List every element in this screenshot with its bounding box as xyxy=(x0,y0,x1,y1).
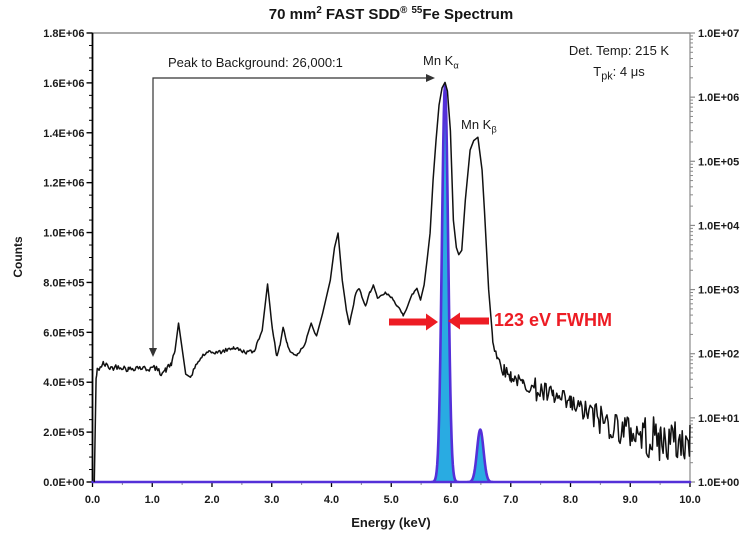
y-left-tick-label: 1.2E+06 xyxy=(43,178,84,190)
fe55-spectrum-line xyxy=(93,81,691,483)
annotation-bracket xyxy=(149,74,435,357)
x-tick-label: 2.0 xyxy=(204,494,219,506)
black-spectrum-curve xyxy=(93,81,691,483)
x-tick-label: 7.0 xyxy=(503,494,518,506)
chart-title: 70 mm2 FAST SDD® 55Fe Spectrum xyxy=(268,5,514,23)
y-right-tick-label: 1.0E+03 xyxy=(698,285,739,297)
y-left-tick-label: 1.6E+06 xyxy=(43,78,84,90)
y-left-tick-label: 4.0E+05 xyxy=(43,377,84,389)
y-left-tick-label: 8.0E+05 xyxy=(43,277,84,289)
y-axis-title: Counts xyxy=(11,236,25,278)
y-right-tick-label: 1.0E+02 xyxy=(698,349,739,361)
mn-kalpha-label: Mn Kα xyxy=(423,53,459,71)
x-tick-label: 1.0 xyxy=(145,494,160,506)
detector-temperature: Det. Temp: 215 K xyxy=(568,43,670,58)
down-arrowhead-icon xyxy=(149,348,157,357)
mn-kbeta-label: Mn Kβ xyxy=(461,117,497,135)
y-left-tick-label: 2.0E+05 xyxy=(43,427,84,439)
x-tick-label: 10.0 xyxy=(679,494,700,506)
x-tick-label: 6.0 xyxy=(443,494,458,506)
left-axis: 0.0E+00 2.0E+05 4.0E+05 6.0E+05 8.0E+05 1.0E+… xyxy=(43,28,690,489)
x-tick-label: 4.0 xyxy=(324,494,339,506)
y-left-tick-label: 6.0E+05 xyxy=(43,327,84,339)
peaking-time: Tpk: 4 μs xyxy=(593,63,645,83)
y-right-tick-label: 1.0E+06 xyxy=(698,92,739,104)
x-tick-label: 0.0 xyxy=(85,494,100,506)
blue-peak-curve xyxy=(91,84,692,484)
y-right-tick-label: 1.0E+00 xyxy=(698,477,739,489)
x-axis-title: Energy (keV) xyxy=(351,515,431,530)
y-left-tick-label: 1.4E+06 xyxy=(43,128,84,140)
right-axis: 1.0E+00 1.0E+01 1.0E+02 1.0E+03 1.0E+04 1.0E+… xyxy=(689,28,740,489)
x-axis: 0.0 1.0 2.0 3.0 4.0 5.0 6.0 7.0 8.0 9.0 10.0 xyxy=(85,481,701,506)
y-left-tick-label: 1.8E+06 xyxy=(43,28,84,40)
y-left-tick-label: 1.0E+06 xyxy=(43,228,84,240)
y-right-tick-label: 1.0E+04 xyxy=(698,220,740,232)
x-tick-label: 9.0 xyxy=(623,494,638,506)
fwhm-left-arrow-icon xyxy=(389,313,438,331)
x-tick-label: 5.0 xyxy=(384,494,399,506)
y-left-tick-label: 0.0E+00 xyxy=(43,477,84,489)
y-right-tick-label: 1.0E+05 xyxy=(698,156,739,168)
y-right-tick-label: 1.0E+07 xyxy=(698,28,739,40)
x-tick-label: 3.0 xyxy=(264,494,279,506)
fwhm-arrows xyxy=(389,312,489,331)
fwhm-annotation: 123 eV FWHM xyxy=(494,310,613,330)
x-tick-label: 8.0 xyxy=(563,494,578,506)
y-right-tick-label: 1.0E+01 xyxy=(698,413,739,425)
peak-to-background-annotation: Peak to Background: 26,000:1 xyxy=(168,55,343,70)
right-arrowhead-icon xyxy=(426,74,435,82)
detector-info-block: Det. Temp: 215 K Tpk: 4 μs xyxy=(549,41,689,86)
fwhm-right-arrow-icon xyxy=(448,312,489,330)
mn-peaks-filled xyxy=(91,84,692,484)
